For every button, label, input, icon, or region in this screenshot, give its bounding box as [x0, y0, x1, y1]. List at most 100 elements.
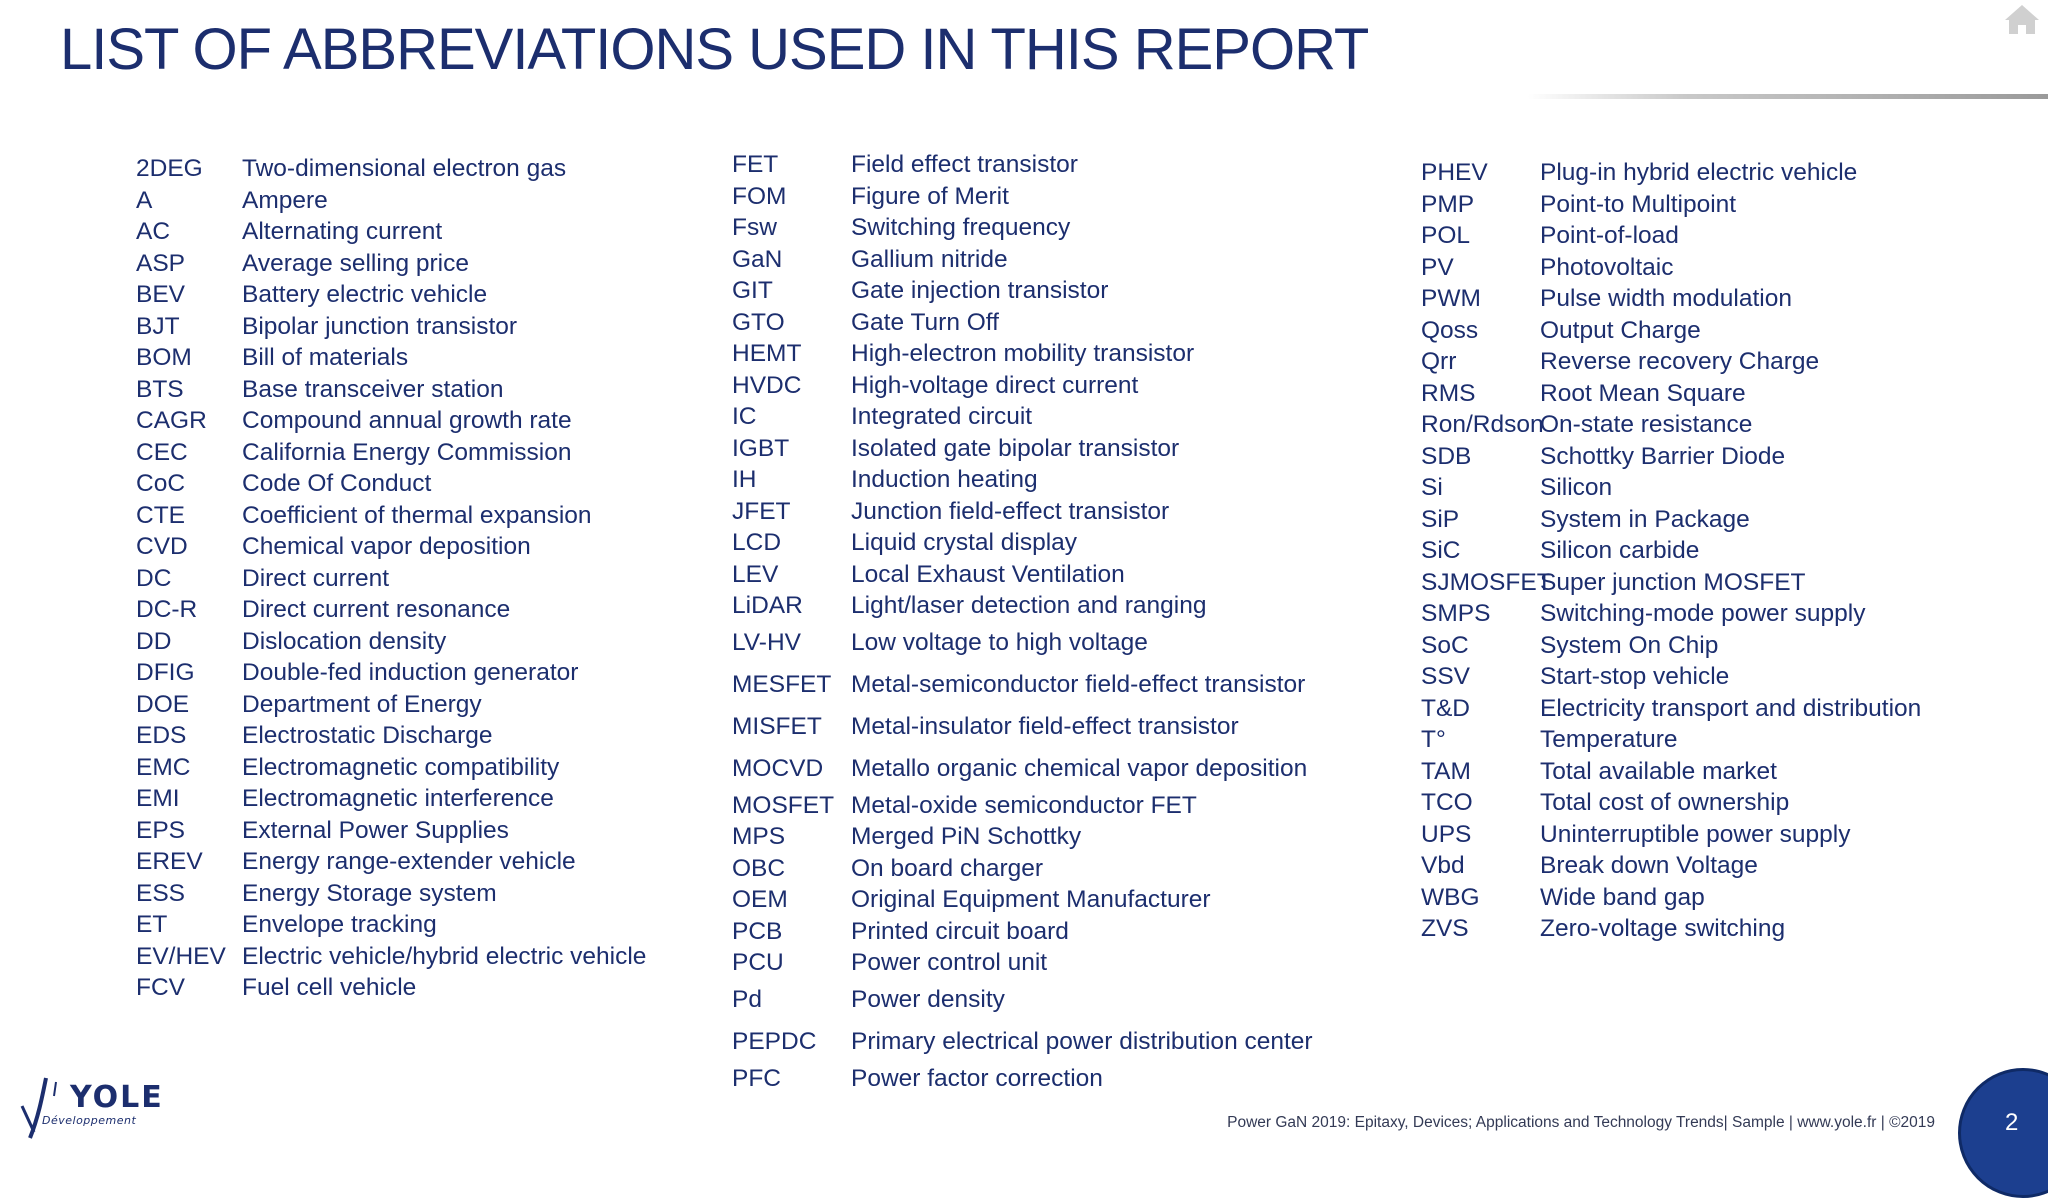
definition: Double-fed induction generator	[242, 659, 579, 686]
abbreviation: Si	[1421, 474, 1443, 501]
abbreviation: PMP	[1421, 190, 1475, 218]
definition: On-state resistance	[1540, 411, 1753, 438]
definition: Electromagnetic interference	[242, 785, 554, 812]
definition: Ampere	[242, 186, 328, 214]
abbreviation: JFET	[732, 497, 791, 525]
abbreviation: Pd	[732, 985, 762, 1013]
abbreviation: LEV	[732, 560, 779, 588]
abbreviation: CVD	[136, 533, 188, 560]
definition: Switching-mode power supply	[1540, 600, 1866, 627]
abbreviation: EREV	[136, 848, 203, 875]
definition: Department of Energy	[242, 690, 482, 718]
definition: Coefficient of thermal expansion	[242, 501, 592, 529]
abbreviation: MESFET	[732, 670, 832, 698]
abbreviation: Qoss	[1421, 316, 1479, 344]
abbreviation: DD	[136, 627, 172, 655]
definition: Zero-voltage switching	[1540, 915, 1786, 942]
definition: Point-of-load	[1540, 222, 1679, 249]
definition: Two-dimensional electron gas	[242, 155, 567, 182]
abbreviation: SSV	[1421, 663, 1471, 690]
abbreviation: ET	[136, 911, 168, 938]
definition: Induction heating	[851, 466, 1038, 493]
abbreviation: DOE	[136, 690, 190, 718]
yole-logo: YOLE Développement	[16, 1074, 162, 1142]
abbreviation: ESS	[136, 879, 186, 907]
definition: Chemical vapor deposition	[242, 533, 531, 560]
definition: Direct current	[242, 564, 390, 592]
abbreviation: LV-HV	[732, 628, 801, 656]
abbreviation: 2DEG	[136, 155, 203, 182]
definition: Temperature	[1540, 726, 1678, 753]
abbreviation: FOM	[732, 182, 787, 210]
definition: Envelope tracking	[242, 911, 437, 938]
abbreviation: IGBT	[732, 434, 790, 462]
definition: Gallium nitride	[851, 245, 1008, 273]
definition: Power density	[851, 985, 1005, 1013]
definition: Isolated gate bipolar transistor	[851, 434, 1180, 462]
abbreviation: A	[136, 186, 153, 214]
abbreviation: ASP	[136, 249, 186, 277]
logo-wordmark: YOLE	[70, 1080, 164, 1115]
abbreviation: BEV	[136, 281, 186, 308]
definition: Silicon carbide	[1540, 537, 1700, 564]
abbreviation: SJMOSFET	[1421, 568, 1552, 596]
page-number: 2	[2005, 1109, 2019, 1136]
definition: Point-to Multipoint	[1540, 190, 1737, 218]
page-title: LIST OF ABBREVIATIONS USED IN THIS REPOR…	[60, 17, 1369, 82]
definition: Total available market	[1540, 757, 1777, 785]
slide: LIST OF ABBREVIATIONS USED IN THIS REPOR…	[16, 0, 2048, 1198]
abbreviation: TAM	[1421, 757, 1471, 785]
abbreviation: MISFET	[732, 712, 822, 740]
abbreviation: PHEV	[1421, 159, 1488, 186]
abbreviation: IC	[732, 403, 757, 430]
definition: Battery electric vehicle	[242, 281, 488, 308]
definition: High-voltage direct current	[851, 371, 1139, 399]
definition: Metal-oxide semiconductor FET	[851, 791, 1197, 819]
definition: Photovoltaic	[1540, 253, 1674, 281]
definition: Low voltage to high voltage	[851, 628, 1148, 656]
abbreviation: GIT	[732, 277, 773, 304]
abbreviation: IH	[732, 466, 757, 493]
abbreviation: Ron/Rdson	[1421, 411, 1544, 438]
abbreviation: MOSFET	[732, 791, 835, 819]
definition: Uninterruptible power supply	[1540, 820, 1851, 848]
definition: Electric vehicle/hybrid electric vehicle	[242, 942, 647, 970]
definition: Alternating current	[242, 218, 443, 245]
definition: Bill of materials	[242, 344, 409, 371]
abbreviation: SiC	[1421, 537, 1461, 564]
definition: Bipolar junction transistor	[242, 312, 518, 340]
definition: Liquid crystal display	[851, 529, 1078, 556]
definition: Light/laser detection and ranging	[851, 592, 1207, 619]
definition: Printed circuit board	[851, 917, 1069, 945]
definition: System On Chip	[1540, 631, 1719, 659]
abbreviation: T°	[1421, 726, 1446, 753]
abbreviation: FET	[732, 151, 779, 178]
abbreviation: DFIG	[136, 659, 195, 686]
abbreviation: EMC	[136, 753, 191, 781]
definition: Merged PiN Schottky	[851, 823, 1082, 850]
definition: Integrated circuit	[851, 403, 1033, 430]
abbreviation: EPS	[136, 816, 186, 844]
abbreviation: PCU	[732, 949, 784, 976]
definition: Wide band gap	[1540, 883, 1705, 911]
abbreviation: LCD	[732, 529, 782, 556]
title-divider	[1528, 94, 2048, 99]
abbreviation: CEC	[136, 438, 188, 466]
definition: Gate Turn Off	[851, 308, 999, 336]
definition: Silicon	[1540, 474, 1613, 501]
definition: Primary electrical power distribution ce…	[851, 1027, 1313, 1055]
abbreviation: DC	[136, 564, 172, 592]
abbreviation: CAGR	[136, 407, 207, 434]
abbreviation: CoC	[136, 470, 186, 497]
abbreviation: MPS	[732, 823, 786, 850]
definition: Junction field-effect transistor	[851, 497, 1170, 525]
home-icon[interactable]	[2002, 0, 2042, 40]
yole-logo-mark-icon	[20, 1077, 57, 1139]
logo-subtitle: Développement	[42, 1114, 137, 1127]
abbreviation: EMI	[136, 785, 180, 812]
abbreviation: HEMT	[732, 340, 802, 367]
abbreviation: OEM	[732, 886, 788, 913]
definition: Energy Storage system	[242, 879, 497, 907]
definition: Local Exhaust Ventilation	[851, 560, 1125, 588]
abbreviation: SoC	[1421, 631, 1469, 659]
